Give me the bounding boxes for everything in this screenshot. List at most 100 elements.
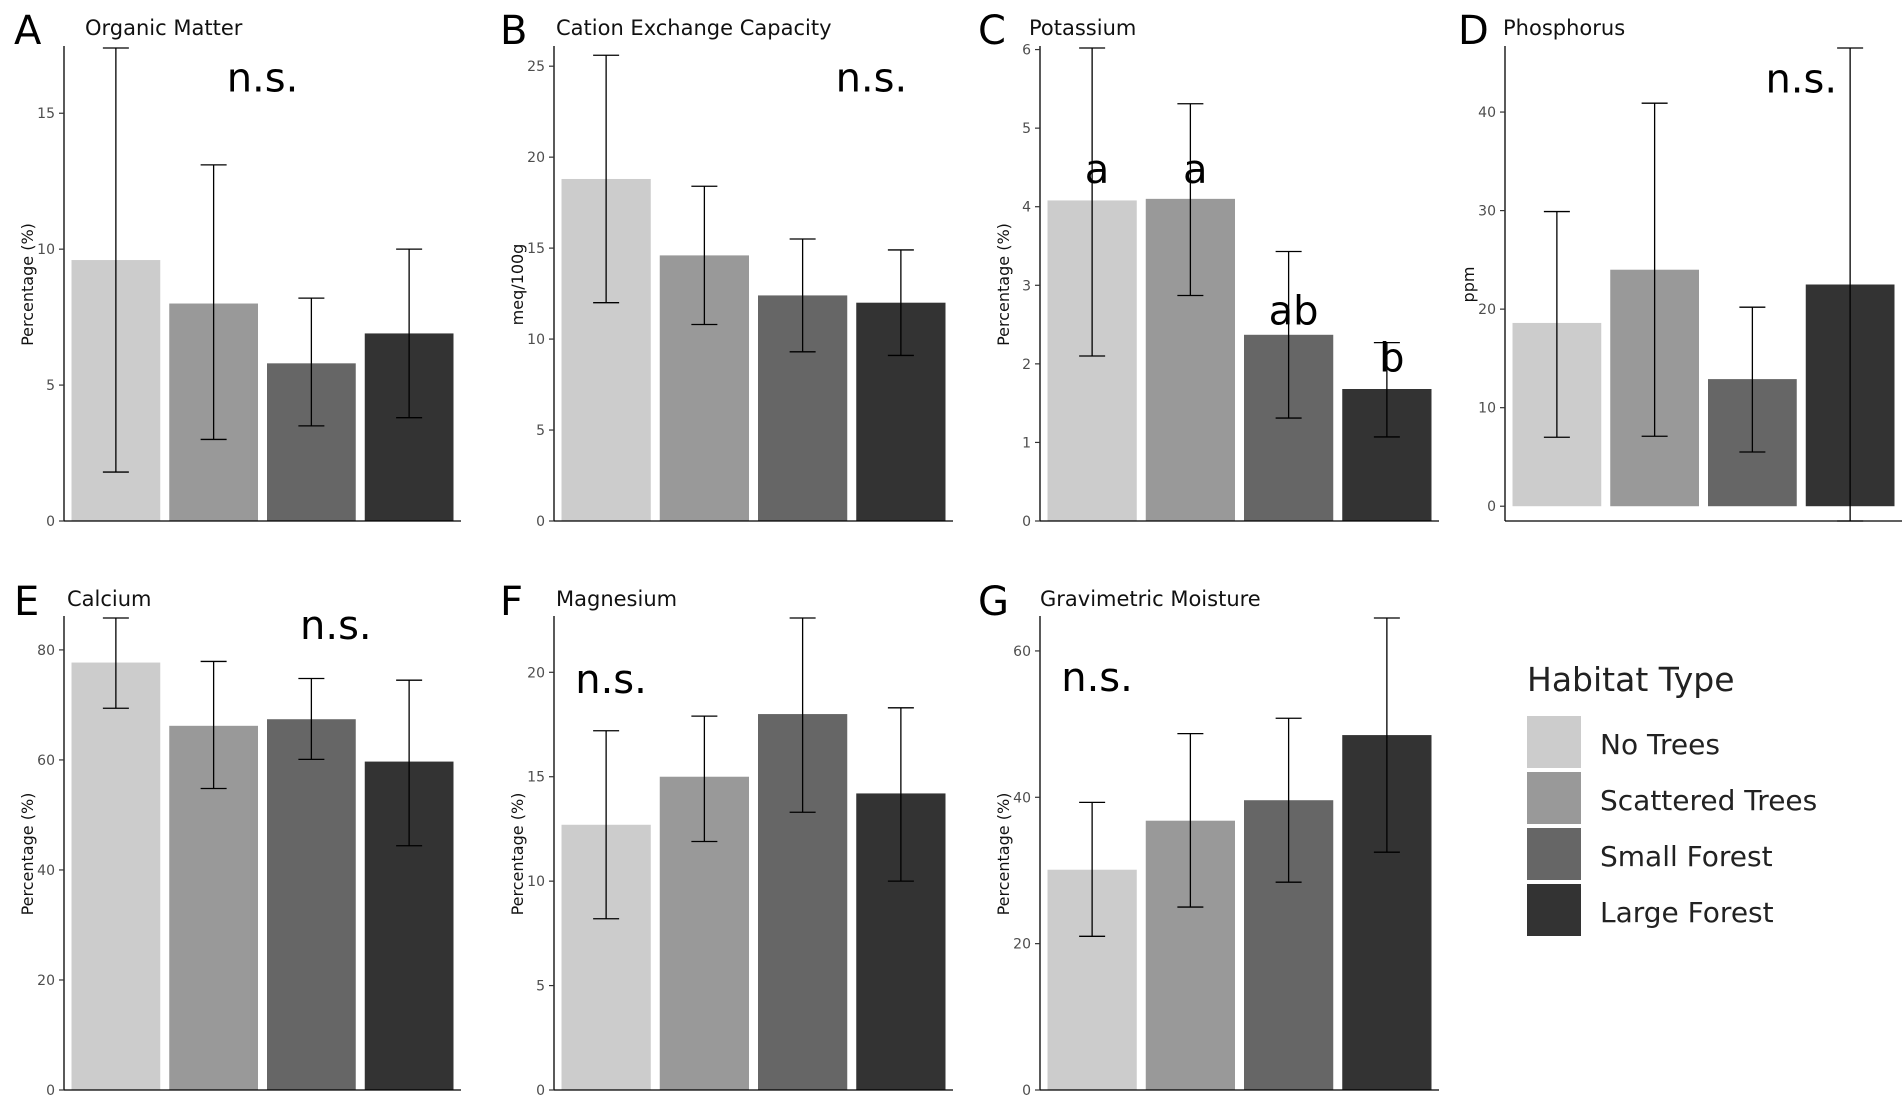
annotation-b-1: n.s. — [836, 56, 908, 102]
legend-title: Habitat Type — [1527, 660, 1735, 699]
error-bar-d-1 — [1543, 210, 1570, 438]
y-tick-label-f-0: 0 — [536, 1083, 545, 1099]
y-tick-label-g-0: 0 — [1022, 1083, 1031, 1099]
panel-e: E Calcium Percentage (%) 0 20 40 60 80 n.s. — [14, 579, 461, 1099]
panel-c: C Potassium Percentage (%) 0 1 2 3 4 5 6 a a ab b — [978, 8, 1439, 530]
y-tick-label-e-40: 40 — [37, 863, 55, 879]
y-tick-label-c-1: 1 — [1022, 435, 1031, 451]
y-tick-label-b-20: 20 — [527, 150, 545, 166]
y-axis-label-g: Percentage (%) — [994, 793, 1013, 916]
error-bar-g-2 — [1177, 732, 1204, 908]
y-tick-label-d-0: 0 — [1487, 499, 1496, 515]
error-bar-a-4 — [396, 248, 423, 419]
y-tick-label-e-80: 80 — [37, 643, 55, 659]
panel-letter-b: B — [500, 8, 527, 54]
y-tick-label-g-60: 60 — [1013, 644, 1031, 660]
annotation-g-1: n.s. — [1061, 655, 1133, 701]
error-bar-f-4 — [887, 707, 914, 882]
y-tick-label-f-20: 20 — [527, 665, 545, 681]
error-bar-c-2 — [1177, 103, 1204, 297]
panel-title-f: Magnesium — [556, 587, 677, 611]
error-bar-e-3 — [298, 677, 325, 761]
annotation-a-1: n.s. — [227, 55, 299, 101]
y-tick-label-a-10: 10 — [37, 242, 55, 258]
y-tick-label-e-60: 60 — [37, 753, 55, 769]
error-bar-c-3 — [1275, 250, 1302, 419]
annotation-c-1: a — [1085, 147, 1110, 193]
y-axis-label-a: Percentage (%) — [18, 223, 37, 346]
error-bar-f-3 — [789, 617, 816, 813]
y-tick-label-a-15: 15 — [37, 106, 55, 122]
error-bar-d-3 — [1739, 306, 1766, 453]
legend-label-scattered-trees: Scattered Trees — [1600, 784, 1817, 817]
y-tick-label-d-40: 40 — [1478, 105, 1496, 121]
legend-label-no-trees: No Trees — [1600, 728, 1720, 761]
y-tick-label-a-0: 0 — [46, 514, 55, 530]
error-bar-f-2 — [691, 715, 718, 843]
panel-b: B Cation Exchange Capacity meq/100g 0 5 10 15 2… — [500, 8, 953, 530]
error-bar-e-4 — [396, 679, 423, 847]
y-tick-label-d-30: 30 — [1478, 204, 1496, 220]
error-bar-a-2 — [200, 164, 227, 441]
panel-letter-g: G — [978, 579, 1009, 625]
panel-letter-c: C — [978, 8, 1006, 54]
y-tick-label-b-15: 15 — [527, 241, 545, 257]
y-tick-label-c-5: 5 — [1022, 121, 1031, 137]
error-bar-g-4 — [1373, 617, 1400, 853]
panel-letter-a: A — [14, 8, 42, 54]
error-bar-e-1 — [102, 617, 129, 709]
y-tick-label-e-20: 20 — [37, 973, 55, 989]
y-tick-label-g-40: 40 — [1013, 790, 1031, 806]
legend-label-large-forest: Large Forest — [1600, 896, 1774, 929]
panel-title-g: Gravimetric Moisture — [1040, 587, 1261, 611]
y-tick-label-f-10: 10 — [527, 874, 545, 890]
legend-swatch-large-forest — [1527, 884, 1581, 936]
error-bar-a-1 — [102, 47, 129, 473]
panel-d: D Phosphorus ppm 0 10 20 30 40 n.s. — [1458, 8, 1902, 522]
annotation-e-1: n.s. — [300, 603, 372, 649]
error-bar-b-2 — [691, 185, 718, 326]
legend: Habitat Type No Trees Scattered Trees Sm… — [1527, 660, 1817, 936]
error-bar-e-2 — [200, 660, 227, 790]
y-axis-label-c: Percentage (%) — [994, 223, 1013, 346]
panel-title-e: Calcium — [67, 587, 152, 611]
annotation-f-1: n.s. — [575, 657, 647, 703]
y-tick-label-c-4: 4 — [1022, 200, 1031, 216]
panel-g: G Gravimetric Moisture Percentage (%) 0 20 40… — [978, 579, 1439, 1099]
y-tick-label-a-5: 5 — [46, 378, 55, 394]
error-bar-f-1 — [593, 730, 620, 920]
legend-swatch-small-forest — [1527, 828, 1581, 880]
error-bar-c-1 — [1079, 47, 1106, 357]
error-bar-g-3 — [1275, 717, 1302, 883]
y-tick-label-d-10: 10 — [1478, 401, 1496, 417]
error-bar-b-4 — [887, 249, 914, 357]
legend-swatch-scattered-trees — [1527, 772, 1581, 824]
y-axis-label-f: Percentage (%) — [508, 793, 527, 916]
error-bar-b-3 — [789, 238, 816, 353]
panel-f: F Magnesium Percentage (%) 0 5 10 15 20 n.s. — [500, 579, 953, 1099]
y-tick-label-b-5: 5 — [536, 423, 545, 439]
error-bar-g-1 — [1079, 801, 1106, 937]
y-tick-label-b-10: 10 — [527, 332, 545, 348]
y-tick-label-b-25: 25 — [527, 59, 545, 75]
y-axis-label-e: Percentage (%) — [18, 793, 37, 916]
y-tick-label-c-6: 6 — [1022, 43, 1031, 59]
panel-title-d: Phosphorus — [1503, 16, 1625, 40]
annotation-c-3: ab — [1269, 289, 1319, 335]
error-bar-b-1 — [593, 54, 620, 304]
annotation-d-1: n.s. — [1765, 56, 1837, 102]
y-tick-label-c-3: 3 — [1022, 278, 1031, 294]
panel-title-a: Organic Matter — [85, 16, 243, 40]
y-tick-label-c-0: 0 — [1022, 514, 1031, 530]
y-tick-label-b-0: 0 — [536, 514, 545, 530]
legend-swatch-no-trees — [1527, 716, 1581, 768]
y-tick-label-f-5: 5 — [536, 979, 545, 995]
annotation-c-4: b — [1379, 336, 1404, 382]
y-tick-label-g-20: 20 — [1013, 937, 1031, 953]
legend-label-small-forest: Small Forest — [1600, 840, 1773, 873]
y-tick-label-d-20: 20 — [1478, 302, 1496, 318]
bar-e-3 — [267, 719, 356, 1090]
y-tick-label-f-15: 15 — [527, 770, 545, 786]
panel-letter-d: D — [1458, 8, 1489, 54]
